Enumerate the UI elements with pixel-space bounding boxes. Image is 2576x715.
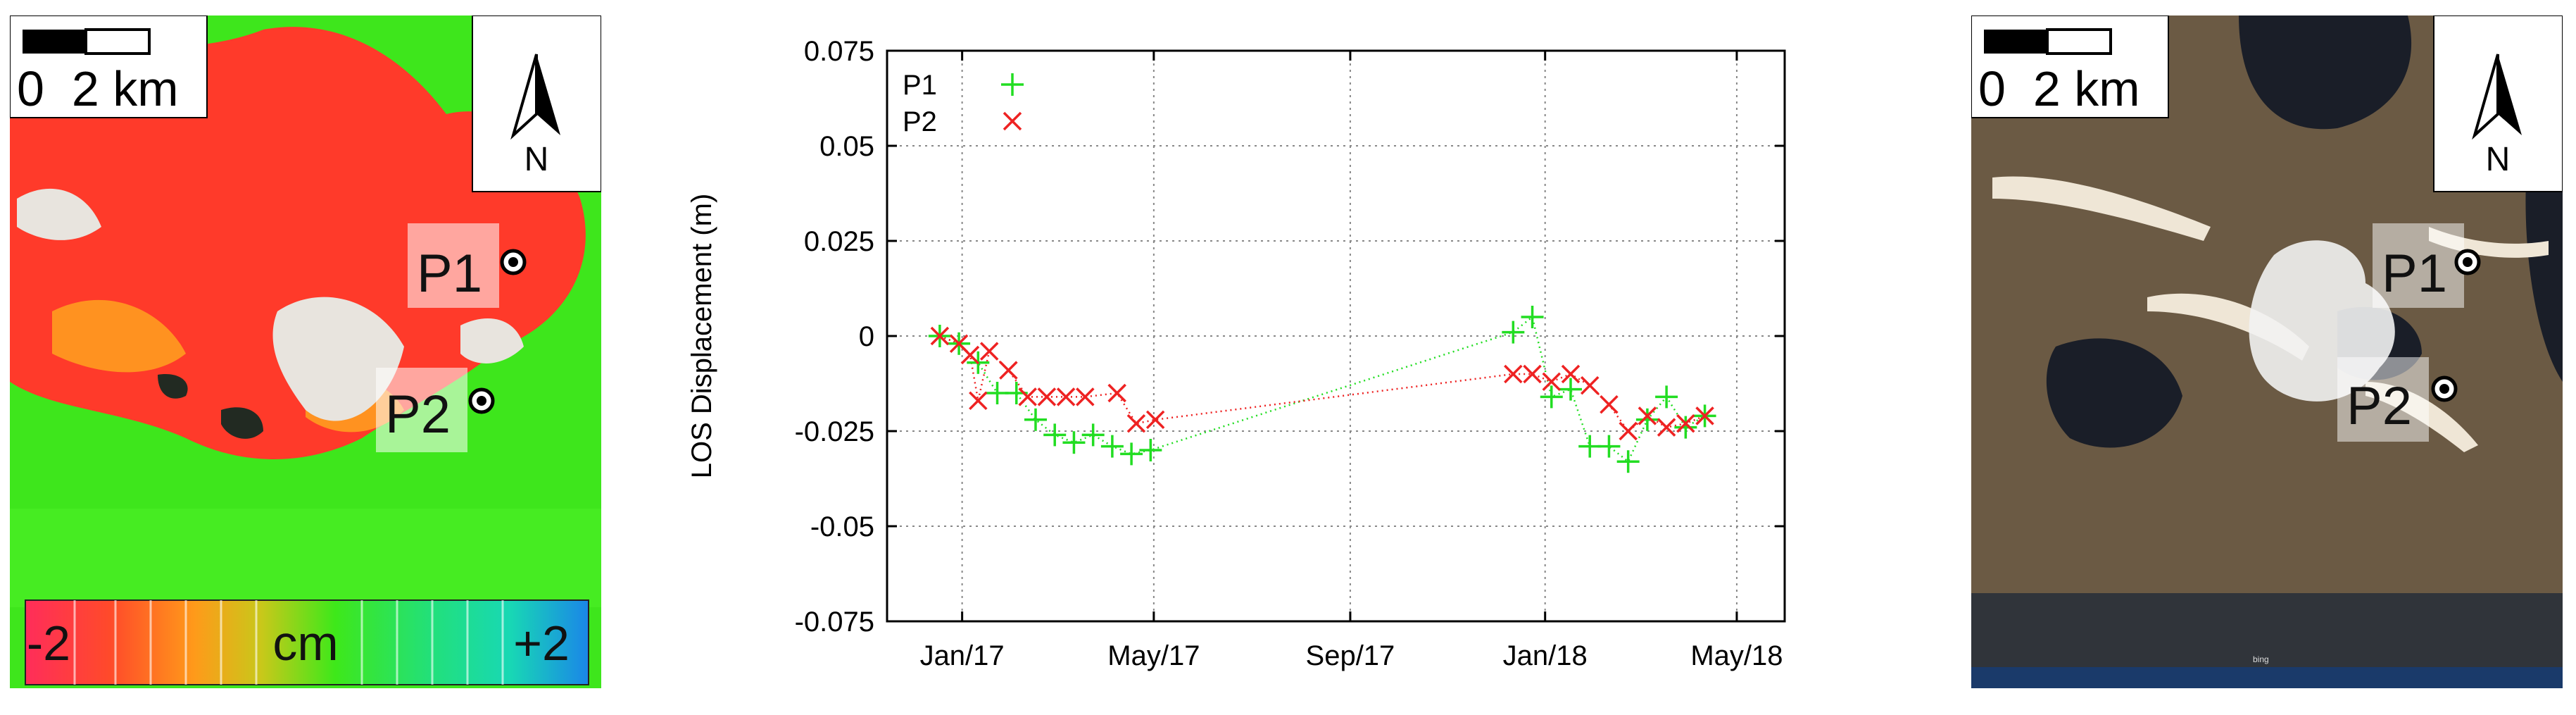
data-point-p1	[1559, 378, 1582, 401]
scale-bar-box: 0 2 km	[10, 15, 208, 118]
data-point-p1	[1635, 408, 1659, 431]
satellite-sea	[1971, 667, 2563, 688]
x-tick-label: Jan/17	[920, 640, 1005, 671]
legend-label-p2: P2	[903, 106, 937, 137]
data-point-p2	[1600, 394, 1619, 414]
x-tick-label: Jan/18	[1503, 640, 1588, 671]
data-point-p2	[1126, 414, 1146, 433]
data-point-p2	[1523, 364, 1542, 384]
colorbar-max-label: +2	[513, 616, 570, 671]
point-p1-label: P1	[417, 244, 482, 304]
y-tick-label: -0.075	[795, 607, 874, 638]
data-point-p2	[1504, 364, 1523, 384]
point-p2-marker: P2	[376, 368, 495, 452]
data-point-p1	[1043, 423, 1067, 447]
data-point-p1	[1502, 321, 1525, 344]
y-tick-label: 0	[859, 321, 874, 352]
data-point-p1	[1521, 306, 1544, 328]
y-axis-ticks: -0.075 -0.05 -0.025 0 0.025 0.05 0.075	[795, 36, 1785, 638]
data-point-p1	[1139, 439, 1162, 461]
data-point-p1	[1100, 435, 1124, 458]
data-point-p2	[1542, 372, 1562, 392]
colorbar-unit-label: cm	[272, 616, 338, 671]
x-tick-label: Sep/17	[1306, 640, 1395, 671]
scale-bar-white-right	[2046, 28, 2112, 55]
data-point-p1	[1674, 416, 1697, 439]
data-point-p1	[986, 382, 1009, 404]
y-tick-label: 0.075	[804, 36, 874, 67]
x-axis-ticks: Jan/17 May/17 Sep/17 Jan/18 May/18	[920, 51, 1783, 671]
point-p2-label: P2	[385, 385, 451, 444]
data-point-p2	[979, 342, 999, 361]
data-point-p1	[1578, 435, 1602, 458]
left-displacement-map: 0 2 km N P1 P2 -2 cm +2	[10, 15, 601, 688]
point-p2-marker-right: P2	[2337, 357, 2458, 442]
legend-label-p1: P1	[903, 70, 937, 101]
data-point-p1	[1655, 385, 1678, 409]
satellite-dark-lakes	[2046, 15, 2563, 448]
legend-marker-p2	[1003, 111, 1022, 131]
data-point-p2	[999, 361, 1018, 380]
data-point-p2	[1145, 410, 1165, 430]
data-point-p2	[1676, 414, 1695, 433]
x-tick-label: May/17	[1107, 640, 1200, 671]
data-point-p1	[1081, 423, 1105, 447]
data-point-p2	[960, 345, 980, 365]
data-point-p2	[1037, 387, 1057, 406]
point-p1-marker: P1	[408, 223, 527, 308]
colorbar: -2 cm +2	[25, 599, 589, 685]
scale-bar-label-right: 0 2 km	[1978, 61, 2140, 116]
colorbar-min-label: -2	[27, 616, 70, 671]
scale-bar-white	[84, 28, 151, 55]
data-point-p2	[1076, 387, 1095, 406]
north-label-right: N	[2486, 141, 2511, 178]
y-axis-label: LOS Displacement (m)	[686, 194, 717, 479]
point-p1-marker-right: P1	[2373, 223, 2481, 308]
y-tick-label: 0.025	[804, 226, 874, 257]
y-tick-label: -0.025	[795, 416, 874, 447]
grid-lines	[887, 51, 1785, 621]
los-displacement-chart: -0.075 -0.05 -0.025 0 0.025 0.05 0.075 Jan/17 M…	[686, 36, 1786, 671]
y-tick-label: 0.05	[819, 131, 874, 162]
map-snow-patches	[17, 188, 524, 421]
data-point-p1	[1616, 450, 1640, 473]
series-markers	[928, 306, 1716, 473]
map-lower-green	[10, 509, 601, 607]
data-point-p1	[1120, 442, 1143, 466]
data-point-p2	[1695, 406, 1714, 425]
north-arrow-box: N	[472, 15, 601, 192]
right-satellite-map: bing 0 2 km N P1 P2	[1971, 15, 2563, 688]
data-point-p2	[1580, 375, 1600, 395]
north-arrow-fill	[536, 54, 560, 135]
data-point-p2	[1657, 418, 1676, 437]
data-point-p2	[930, 326, 950, 346]
data-point-p2	[1107, 383, 1126, 403]
scale-bar-label: 0 2 km	[17, 61, 179, 116]
y-tick-label: -0.05	[810, 511, 874, 542]
data-point-p2	[969, 391, 988, 411]
north-arrow-fill-right	[2498, 54, 2522, 135]
x-tick-label: May/18	[1690, 640, 1783, 671]
point-p1-label-right: P1	[2382, 244, 2447, 304]
scale-bar-black	[23, 30, 86, 54]
data-point-p2	[1018, 387, 1037, 406]
data-point-p1	[1024, 408, 1047, 431]
data-point-p2	[1619, 421, 1638, 441]
legend-marker-p1	[1001, 73, 1024, 96]
data-point-p1	[1540, 385, 1563, 409]
north-arrow-box-right: N	[2433, 15, 2563, 192]
point-p2-label-right: P2	[2346, 376, 2412, 436]
scale-bar-black-right	[1984, 30, 2047, 54]
data-point-p2	[1561, 364, 1581, 384]
colorbar-dividers	[73, 600, 504, 685]
data-point-p1	[1597, 435, 1621, 458]
data-point-p2	[1056, 387, 1076, 406]
data-point-p1	[1062, 431, 1086, 454]
north-label: N	[524, 141, 549, 178]
bing-attribution: bing	[2253, 654, 2269, 664]
data-point-p2	[1638, 406, 1657, 425]
scale-bar-box-right: 0 2 km	[1971, 15, 2169, 118]
